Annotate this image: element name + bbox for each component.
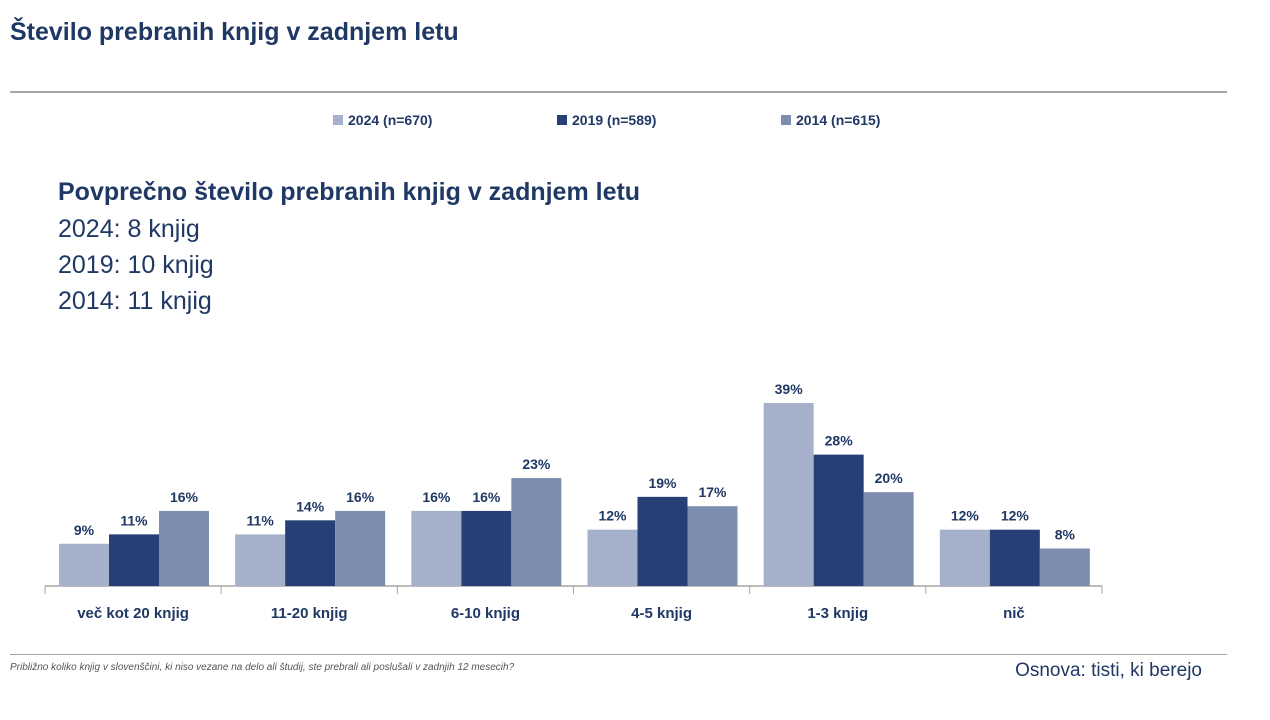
- bar: [235, 534, 286, 586]
- average-summary: Povprečno število prebranih knjig v zadn…: [58, 178, 640, 319]
- legend-label-2019: 2019 (n=589): [572, 112, 657, 128]
- data-label: 8%: [1055, 526, 1076, 542]
- bar: [587, 529, 638, 586]
- data-label: 11%: [120, 512, 148, 528]
- bar: [285, 520, 336, 586]
- data-label: 12%: [951, 508, 980, 524]
- bar: [863, 492, 914, 586]
- bar: [335, 510, 386, 586]
- legend-item-2019: 2019 (n=589): [557, 112, 656, 128]
- bar: [109, 534, 159, 586]
- category-label: nič: [1003, 605, 1025, 622]
- legend-item-2014: 2014 (n=615): [781, 112, 880, 128]
- data-label: 14%: [296, 498, 325, 514]
- bar: [1039, 548, 1090, 586]
- data-label: 16%: [472, 489, 501, 505]
- data-label: 16%: [170, 489, 199, 505]
- data-label: 16%: [346, 489, 375, 505]
- data-label: 16%: [422, 489, 451, 505]
- legend-label-2014: 2014 (n=615): [796, 112, 881, 128]
- bar: [989, 529, 1040, 586]
- data-label: 28%: [825, 433, 854, 449]
- data-label: 17%: [698, 484, 727, 500]
- legend-swatch-2019: [557, 115, 567, 125]
- summary-line-2024: 2024: 8 knjig: [58, 215, 200, 243]
- summary-line-2019: 2019: 10 knjig: [58, 251, 214, 279]
- bar: [411, 510, 462, 586]
- data-label: 19%: [648, 475, 677, 491]
- legend-swatch-2014: [781, 115, 791, 125]
- top-divider: [10, 91, 1227, 93]
- bar: [159, 510, 209, 586]
- bar: [763, 403, 814, 586]
- data-label: 39%: [775, 381, 804, 397]
- bar: [461, 510, 512, 586]
- category-label: 11-20 knjig: [271, 605, 348, 622]
- legend-item-2024: 2024 (n=670): [333, 112, 432, 128]
- summary-line-2014: 2014: 11 knjig: [58, 287, 212, 315]
- category-label: 4-5 knjig: [631, 605, 692, 622]
- bar: [59, 543, 109, 586]
- bar: [637, 496, 688, 586]
- data-label: 12%: [1001, 508, 1030, 524]
- data-label: 9%: [74, 522, 95, 538]
- summary-heading: Povprečno število prebranih knjig v zadn…: [58, 178, 641, 206]
- bar: [813, 454, 864, 586]
- bar: [687, 506, 738, 586]
- data-label: 23%: [522, 456, 551, 472]
- basis-note: Osnova: tisti, ki berejo: [1015, 660, 1202, 681]
- survey-question-note: Približno koliko knjig v slovenščini, ki…: [10, 662, 515, 673]
- category-label: več kot 20 knjig: [77, 605, 189, 622]
- data-label: 11%: [247, 512, 275, 528]
- bar-chart: 9% 11% 16% več kot 20 knjig 11% 14% 16% 11-20 k…: [44, 381, 1103, 622]
- bar: [511, 478, 562, 586]
- bar: [939, 529, 990, 586]
- legend-swatch-2024: [333, 115, 343, 125]
- bottom-divider: [10, 654, 1227, 655]
- legend-label-2024: 2024 (n=670): [348, 112, 433, 128]
- chart-legend: 2024 (n=670) 2019 (n=589) 2014 (n=615): [0, 112, 1270, 132]
- category-label: 6-10 knjig: [451, 605, 520, 622]
- page-title: Število prebranih knjig v zadnjem letu: [10, 18, 459, 46]
- data-label: 20%: [875, 470, 904, 486]
- data-label: 12%: [598, 508, 627, 524]
- category-label: 1-3 knjig: [807, 605, 868, 622]
